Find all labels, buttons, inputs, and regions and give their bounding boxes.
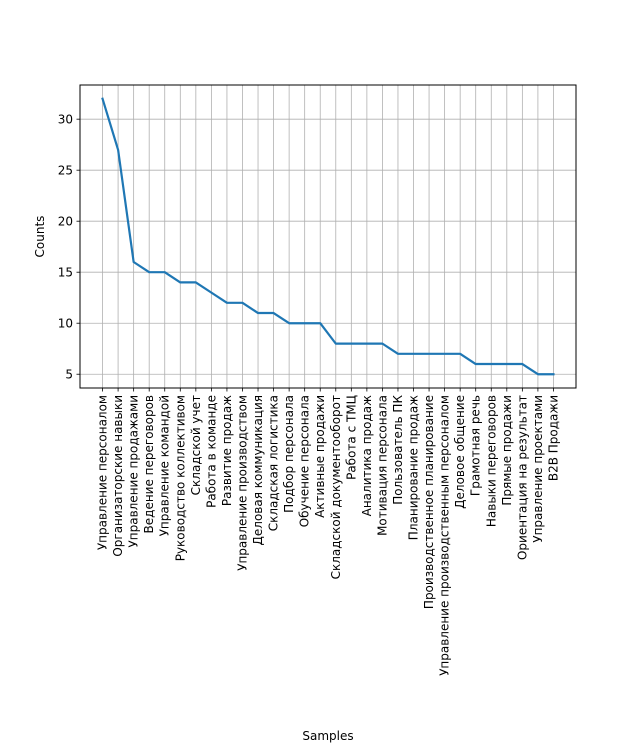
y-tick-label: 20 [58,215,73,229]
x-tick-label: Обучение персонала [298,395,312,527]
x-tick-label: Развитие продаж [220,395,234,506]
x-tick-label: Грамотная речь [469,395,483,496]
y-tick-label: 5 [65,368,73,382]
x-tick-label: Деловое общение [453,395,467,509]
y-tick-label: 30 [58,113,73,127]
x-tick-label: Пользователь ПК [391,395,405,505]
series-layer [101,97,555,376]
x-tick-label: Планирование продаж [407,395,421,540]
y-axis-label: Counts [33,216,47,258]
y-axis-ticks: 5 10 15 20 25 30 [58,113,80,382]
x-tick-label: Складская логистика [267,395,281,531]
x-tick-label: Производственное планирование [422,395,436,609]
x-tick-label: Прямые продажи [500,395,514,506]
x-tick-label: Управление производственным персоналом [438,395,452,676]
x-tick-label: Работа в команде [204,395,218,508]
x-tick-label: Деловая коммуникация [251,395,265,545]
y-tick-label: 10 [58,317,73,331]
x-tick-label: B2B Продажи [546,395,560,481]
x-tick-label: Управление продажами [127,395,141,548]
x-tick-label: Мотивация персонала [375,395,389,536]
x-tick-label: Организаторские навыки [111,395,125,557]
y-tick-label: 25 [58,164,73,178]
x-tick-label: Навыки переговоров [484,395,498,527]
x-tick-label: Складской учет [189,395,203,495]
x-tick-label: Управление производством [235,395,249,571]
y-tick-label: 15 [58,266,73,280]
x-axis-label: Samples [302,729,353,743]
x-tick-label: Управление проектами [531,395,545,543]
x-tick-label: Управление командой [158,395,172,536]
x-tick-label: Ориентация на результат [515,395,529,560]
x-tick-label: Активные продажи [313,395,327,518]
x-tick-label: Подбор персонала [282,395,296,513]
plot-frame [79,84,577,389]
series-line [101,97,555,376]
x-tick-label: Руководство коллективом [173,395,187,561]
x-tick-label: Работа с ТМЦ [344,395,358,480]
x-axis-ticks: Управление персоналом Организаторские нав… [96,388,560,676]
x-tick-label: Складской документооборот [329,395,343,579]
grid [80,85,576,388]
x-tick-label: Управление персоналом [96,395,110,550]
x-tick-label: Ведение переговоров [142,395,156,533]
x-tick-label: Аналитика продаж [360,395,374,517]
